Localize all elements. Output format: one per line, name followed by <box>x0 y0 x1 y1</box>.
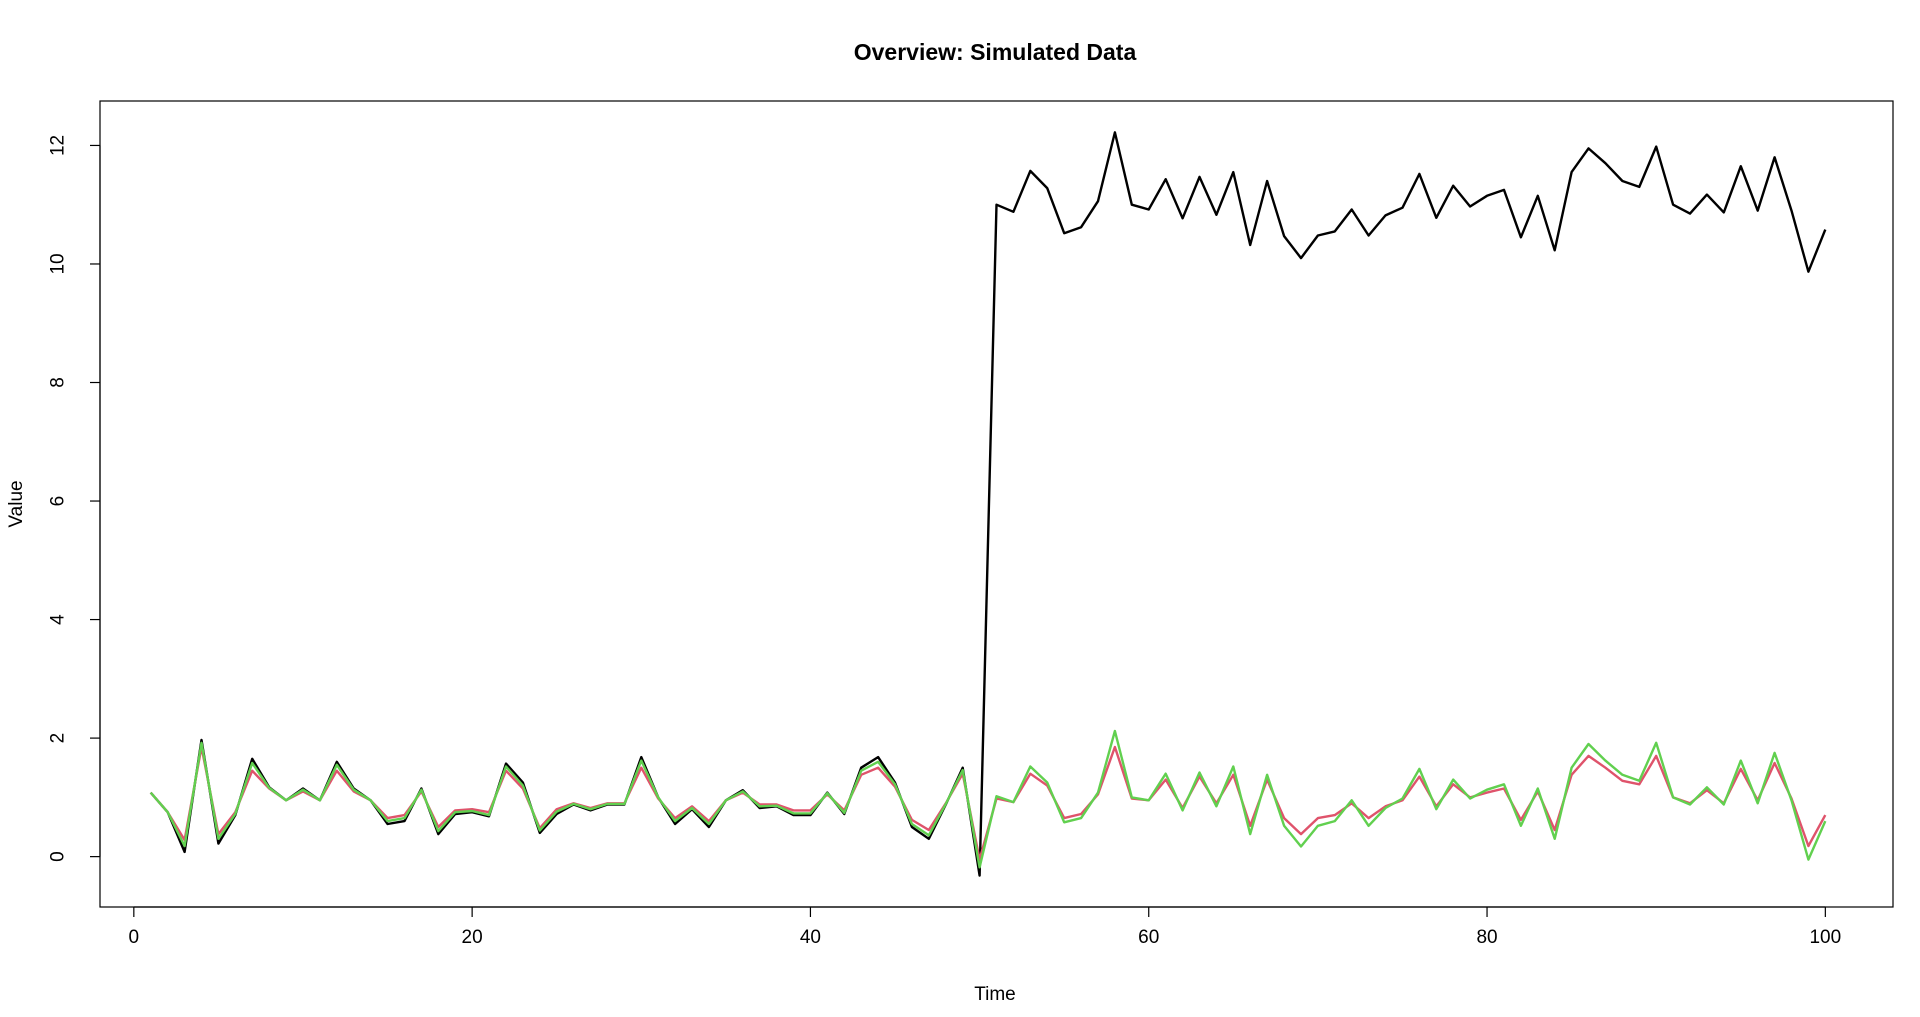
x-tick-label: 100 <box>1809 927 1841 948</box>
y-tick-label: 4 <box>48 614 69 625</box>
y-axis-label: Value <box>6 480 27 527</box>
y-tick-label: 8 <box>48 377 69 388</box>
x-tick-label: 0 <box>129 927 140 948</box>
x-tick-label: 80 <box>1476 927 1497 948</box>
series-layer <box>149 131 1827 877</box>
x-tick-label: 40 <box>800 927 821 948</box>
series-line-3 <box>149 729 1827 869</box>
chart-title: Overview: Simulated Data <box>854 39 1137 65</box>
y-tick-label: 10 <box>48 253 69 274</box>
x-tick-label: 20 <box>462 927 483 948</box>
y-axis: 0 2 4 6 8 10 12 <box>48 135 101 862</box>
y-tick-label: 6 <box>48 496 69 507</box>
y-tick-label: 2 <box>48 733 69 744</box>
x-axis: 0 20 40 60 80 100 <box>129 906 1841 948</box>
y-tick-label: 12 <box>48 135 69 156</box>
x-axis-label: Time <box>974 984 1016 1005</box>
x-tick-label: 60 <box>1138 927 1159 948</box>
y-tick-label: 0 <box>48 851 69 862</box>
